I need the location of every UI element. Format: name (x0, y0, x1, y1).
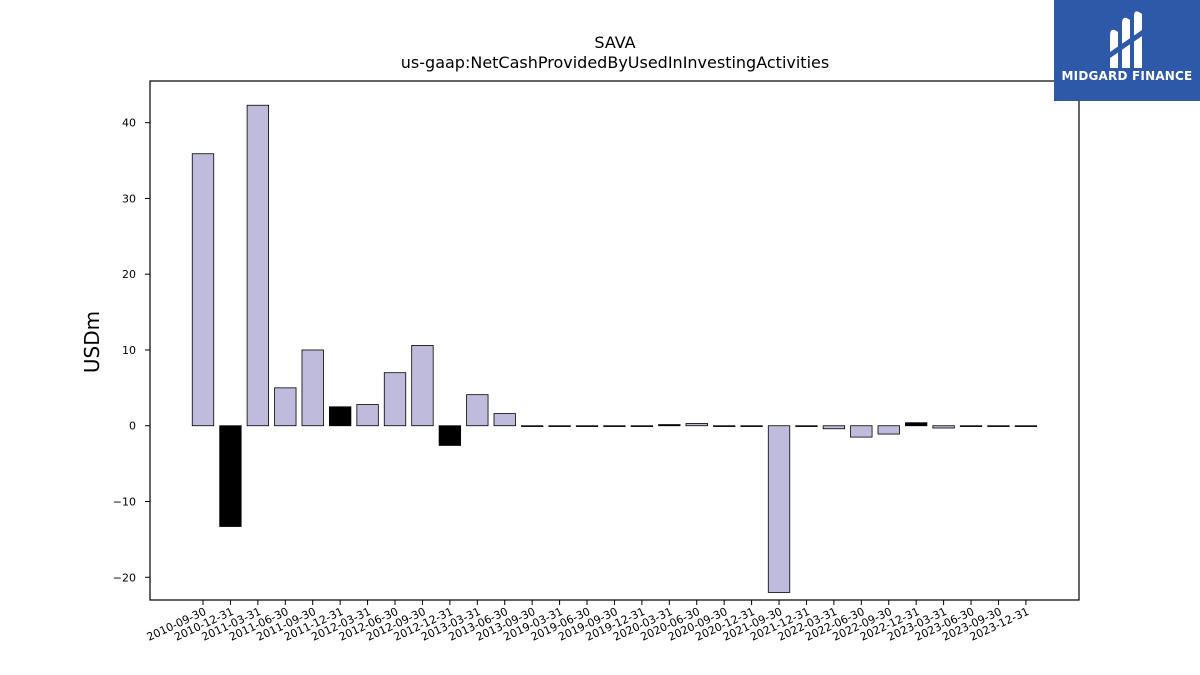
bar-2022-03-31 (822, 425, 846, 430)
bar-2020-12-31 (740, 425, 763, 427)
y-axis-label: USDm (80, 311, 104, 373)
bar-2011-09-30 (301, 349, 324, 427)
y-tick-label: 20 (122, 268, 136, 281)
bar-2012-06-30 (383, 372, 407, 427)
plot-area-frame (149, 80, 1080, 601)
bar-2023-06-30 (959, 425, 983, 427)
bar-2022-06-30 (850, 425, 873, 438)
y-tick-label: 30 (122, 192, 136, 205)
bar-2022-09-30 (877, 425, 900, 435)
bar-2023-09-30 (987, 425, 1010, 427)
x-axis-ticks: 2010-09-302010-12-312011-03-312011-06-30… (145, 600, 1031, 644)
bar-2010-09-30 (191, 153, 215, 427)
bar-2012-12-31 (438, 425, 462, 446)
bars-group (191, 104, 1038, 593)
bar-2021-09-30 (767, 425, 791, 593)
y-axis-ticks: −20 −10 0 10 20 30 40 (113, 117, 150, 584)
bar-2019-06-30 (575, 425, 599, 427)
bar-2011-12-31 (328, 406, 352, 427)
midgard-logo-icon (1110, 11, 1142, 68)
bar-2011-03-31 (246, 104, 270, 427)
bar-2020-03-31 (658, 424, 681, 427)
bar-2019-12-31 (630, 425, 654, 427)
y-tick-label: −10 (113, 496, 136, 509)
bar-2010-12-31 (219, 425, 242, 527)
bar-2021-12-31 (795, 425, 818, 427)
y-tick-label: 40 (122, 117, 136, 130)
y-tick-label: 10 (122, 344, 136, 357)
y-tick-label: 0 (129, 420, 136, 433)
y-tick-label: −20 (113, 571, 136, 584)
bar-2020-06-30 (685, 423, 708, 427)
bar-2013-06-30 (493, 413, 516, 427)
bar-2020-09-30 (713, 425, 736, 427)
bar-2019-09-30 (603, 425, 626, 427)
bar-2012-03-31 (356, 404, 379, 427)
brand-name: MIDGARD FINANCE (1061, 69, 1193, 83)
bar-2011-06-30 (274, 387, 297, 427)
chart-title: SAVA (594, 33, 635, 52)
bar-2023-12-31 (1014, 425, 1038, 427)
chart-subtitle: us-gaap:NetCashProvidedByUsedInInvesting… (401, 53, 829, 72)
brand-logo: MIDGARD FINANCE (1054, 0, 1200, 101)
bar-2023-03-31 (932, 425, 955, 429)
bar-2019-03-31 (548, 425, 571, 427)
bar-2013-09-30 (521, 425, 544, 427)
bar-2022-12-31 (905, 422, 928, 427)
bar-2012-09-30 (411, 345, 434, 427)
bar-2013-03-31 (466, 394, 489, 427)
